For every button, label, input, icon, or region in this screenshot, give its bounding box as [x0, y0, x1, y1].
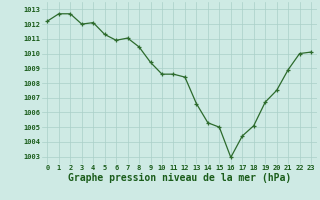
X-axis label: Graphe pression niveau de la mer (hPa): Graphe pression niveau de la mer (hPa) [68, 173, 291, 183]
